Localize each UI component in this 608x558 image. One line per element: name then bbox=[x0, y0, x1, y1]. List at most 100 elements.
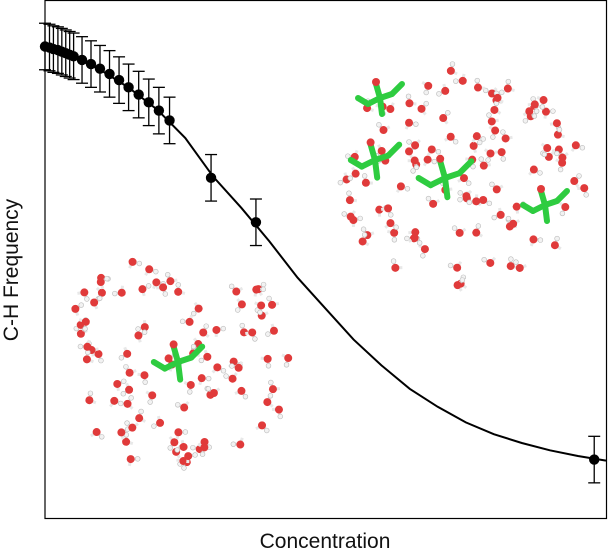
concentrated-solution-snapshot bbox=[337, 61, 589, 292]
water-molecule bbox=[513, 259, 527, 272]
water-molecule bbox=[505, 215, 521, 228]
data-point bbox=[152, 86, 165, 135]
water-molecule bbox=[134, 329, 148, 343]
water-molecule bbox=[395, 182, 411, 194]
water-molecule bbox=[570, 173, 582, 188]
water-molecule bbox=[126, 455, 141, 467]
water-molecule bbox=[138, 283, 152, 297]
water-molecule bbox=[191, 301, 203, 317]
water-molecule bbox=[113, 378, 127, 392]
water-molecule bbox=[451, 225, 467, 237]
water-molecule bbox=[417, 100, 429, 116]
water-molecule bbox=[77, 339, 92, 351]
data-point bbox=[122, 63, 135, 112]
water-molecule bbox=[137, 371, 149, 385]
water-molecule bbox=[123, 364, 137, 377]
water-molecule bbox=[540, 142, 552, 158]
water-molecule bbox=[268, 379, 281, 394]
point-marker bbox=[76, 54, 88, 66]
water-molecule bbox=[418, 244, 429, 259]
point-marker bbox=[123, 82, 134, 93]
data-point bbox=[113, 56, 126, 105]
water-molecule bbox=[96, 275, 110, 290]
water-molecule bbox=[469, 139, 483, 154]
water-molecule bbox=[179, 314, 194, 326]
water-molecule bbox=[360, 226, 375, 240]
dilute-solution-snapshot bbox=[71, 257, 293, 471]
water-molecule bbox=[443, 132, 459, 145]
solute-molecule bbox=[347, 138, 403, 181]
y-axis-label: C-H Frequency bbox=[0, 198, 23, 342]
water-molecule bbox=[82, 349, 94, 364]
water-molecule bbox=[345, 190, 358, 205]
water-molecule bbox=[184, 452, 198, 464]
point-marker bbox=[153, 105, 165, 116]
water-molecule bbox=[522, 107, 538, 119]
water-molecule bbox=[491, 207, 505, 221]
water-molecule bbox=[421, 80, 433, 96]
water-molecule bbox=[555, 158, 567, 173]
data-points bbox=[39, 22, 601, 484]
water-molecule bbox=[577, 184, 589, 198]
point-marker bbox=[589, 454, 600, 465]
water-molecule bbox=[78, 317, 90, 332]
water-molecule bbox=[271, 405, 283, 420]
water-molecule bbox=[228, 283, 244, 296]
water-molecule bbox=[91, 350, 104, 364]
water-molecule bbox=[198, 349, 212, 364]
data-point bbox=[67, 32, 80, 81]
solute-molecule bbox=[355, 78, 405, 117]
water-molecule bbox=[349, 215, 363, 228]
water-molecule bbox=[404, 118, 419, 130]
data-point bbox=[163, 96, 176, 145]
data-point bbox=[142, 78, 155, 127]
water-molecule bbox=[471, 132, 486, 143]
water-molecule bbox=[205, 386, 221, 398]
water-molecule bbox=[197, 442, 209, 457]
water-molecule bbox=[176, 457, 188, 471]
water-molecule bbox=[490, 100, 502, 115]
water-molecule bbox=[483, 87, 498, 98]
water-molecule bbox=[405, 93, 417, 108]
water-molecule bbox=[175, 401, 190, 412]
water-molecule bbox=[120, 382, 134, 397]
data-point bbox=[588, 435, 601, 484]
water-molecule bbox=[493, 89, 505, 105]
solute-molecule bbox=[520, 185, 570, 224]
water-molecule bbox=[151, 415, 165, 429]
water-molecule bbox=[500, 129, 513, 143]
water-molecule bbox=[165, 272, 178, 286]
water-molecule bbox=[255, 421, 270, 434]
water-molecule bbox=[570, 141, 586, 152]
point-marker bbox=[164, 115, 175, 126]
data-point bbox=[132, 70, 145, 119]
water-molecule bbox=[211, 363, 227, 374]
water-molecule bbox=[199, 323, 210, 338]
water-molecule bbox=[230, 437, 245, 449]
data-point bbox=[76, 36, 89, 84]
water-molecule bbox=[174, 282, 186, 296]
water-molecule bbox=[245, 328, 258, 342]
water-molecule bbox=[550, 235, 562, 251]
water-molecule bbox=[71, 302, 84, 316]
water-molecule bbox=[439, 110, 451, 125]
water-molecule bbox=[478, 156, 491, 170]
water-molecule bbox=[112, 285, 126, 297]
point-marker bbox=[85, 58, 97, 70]
water-molecule bbox=[73, 325, 88, 338]
plot-frame bbox=[44, 0, 608, 520]
water-molecule bbox=[384, 219, 399, 230]
water-molecule bbox=[77, 288, 90, 302]
water-molecule bbox=[358, 232, 370, 247]
water-molecule bbox=[407, 233, 423, 246]
water-molecule bbox=[446, 61, 458, 76]
point-marker bbox=[250, 217, 262, 228]
water-molecule bbox=[436, 83, 450, 97]
data-point bbox=[249, 198, 262, 247]
water-molecule bbox=[489, 181, 504, 194]
water-molecule bbox=[457, 174, 472, 186]
water-molecule bbox=[529, 235, 544, 247]
water-molecule bbox=[109, 396, 124, 408]
water-molecule bbox=[486, 112, 499, 126]
point-marker bbox=[143, 97, 154, 108]
